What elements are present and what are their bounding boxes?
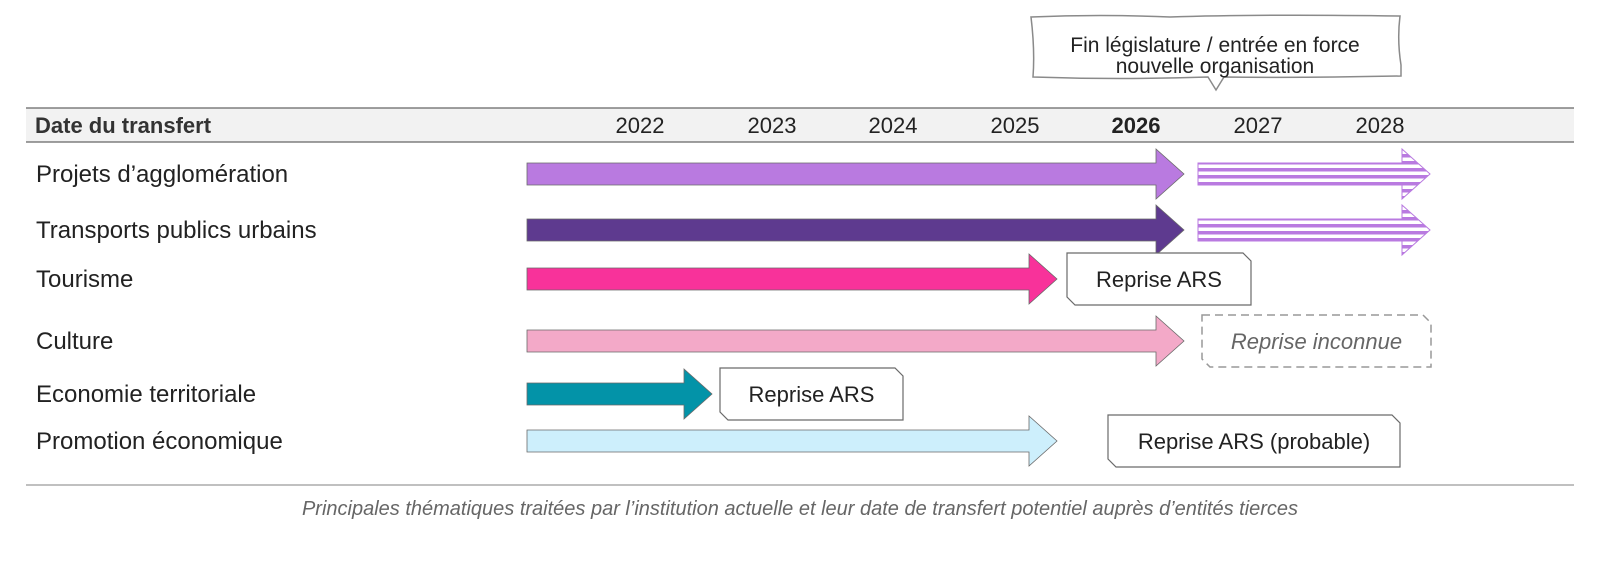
- transfer-arrow: [526, 148, 1185, 200]
- transfer-arrow: [526, 368, 713, 420]
- transfer-note: Reprise ARS (probable): [1138, 429, 1370, 454]
- timeline-row: Promotion économique Reprise ARS (probabl…: [36, 414, 1401, 468]
- transfer-note: Reprise ARS: [749, 382, 875, 407]
- timeline-row: Economie territoriale Reprise ARS: [36, 367, 904, 421]
- header-label: Date du transfert: [35, 113, 212, 138]
- caption: Principales thématiques traitées par l’i…: [302, 498, 1298, 520]
- row-label: Tourisme: [36, 266, 133, 293]
- transfer-arrow: [526, 204, 1185, 256]
- year-label-2023: 2023: [748, 113, 797, 138]
- legislature-callout: Fin législature / entrée en force nouvel…: [1030, 14, 1402, 92]
- callout-line-2: nouvelle organisation: [1116, 55, 1314, 78]
- transfer-arrow: [526, 253, 1058, 305]
- year-label-2024: 2024: [869, 113, 918, 138]
- year-label-2026: 2026: [1112, 113, 1161, 138]
- continuation-arrow: [1197, 203, 1431, 257]
- transfer-arrow: [526, 315, 1185, 367]
- transfer-note-box: [719, 367, 904, 421]
- year-labels: 2022 2023 2024 2025 2026 2027 2028: [616, 113, 1405, 138]
- year-label-2028: 2028: [1356, 113, 1405, 138]
- transfer-arrow: [526, 415, 1058, 467]
- transfer-note: Reprise ARS: [1096, 267, 1222, 292]
- timeline-row: Tourisme Reprise ARS: [36, 252, 1252, 306]
- row-label: Economie territoriale: [36, 381, 256, 408]
- row-label: Promotion économique: [36, 428, 283, 455]
- timeline-row: Transports publics urbains: [36, 203, 1431, 257]
- header-band: [26, 108, 1574, 142]
- year-label-2025: 2025: [991, 113, 1040, 138]
- transfer-note-box: [1107, 414, 1401, 468]
- continuation-arrow: [1197, 147, 1431, 201]
- row-label: Projets d’agglomération: [36, 161, 288, 188]
- transfer-note: Reprise inconnue: [1231, 329, 1402, 354]
- callout-line-1: Fin législature / entrée en force: [1070, 34, 1360, 57]
- year-label-2022: 2022: [616, 113, 665, 138]
- transfer-note-box: [1201, 314, 1432, 368]
- callout-box: [1030, 14, 1402, 92]
- timeline-row: Projets d’agglomération: [36, 147, 1431, 201]
- row-label: Culture: [36, 328, 113, 355]
- transfer-note-box: [1066, 252, 1252, 306]
- year-header: Date du transfert 2022 2023 2024 2025 2026 20…: [26, 107, 1574, 143]
- row-label: Transports publics urbains: [36, 217, 317, 244]
- year-label-2027: 2027: [1234, 113, 1283, 138]
- timeline-rows: Projets d’agglomération Transports public…: [36, 147, 1432, 468]
- timeline-row: Culture Reprise inconnue: [36, 314, 1432, 368]
